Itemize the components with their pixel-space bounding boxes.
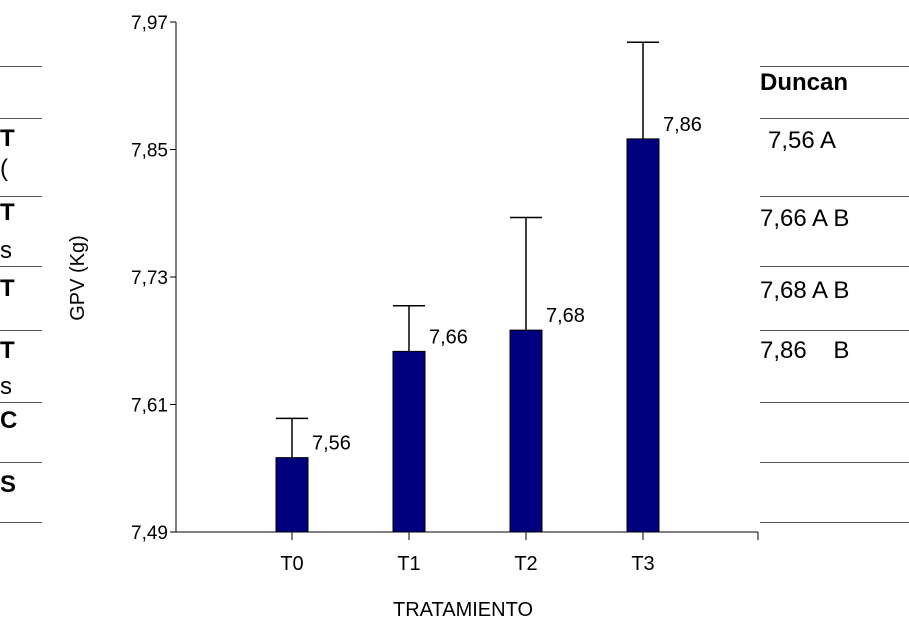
table-left-fragment: T (0, 275, 15, 302)
bars: 7,56 7,66 7,68 7,86 (275, 41, 702, 533)
table-rule (760, 196, 909, 197)
table-cell-duncan: 7,68 A B (760, 277, 850, 304)
table-left-fragment: C (0, 407, 18, 434)
y-tick-label: 7,73 (131, 268, 168, 289)
bar-t0 (275, 457, 309, 533)
table-rule (0, 66, 42, 67)
table-left-fragment: T (0, 337, 15, 364)
table-rule (0, 266, 42, 267)
table-left-fragment: T (0, 125, 15, 152)
table-left-fragment: T (0, 199, 15, 226)
y-tick-label: 7,49 (131, 523, 168, 544)
table-rule (0, 462, 42, 463)
y-axis-label: GPV (Kg) (67, 235, 89, 321)
y-tick-label: 7,61 (131, 396, 168, 417)
data-label: 7,56 (312, 433, 351, 455)
bar-t1 (392, 350, 426, 533)
x-axis-ticks: T0 T1 T2 T3 (280, 532, 759, 575)
table-left-fragment: s (0, 237, 12, 264)
x-tick-label: T3 (631, 553, 654, 575)
table-rule (760, 266, 909, 267)
table-left-fragment: S (0, 471, 17, 498)
table-rule (760, 522, 909, 523)
table-left-fragment: s (0, 373, 12, 400)
table-rule (0, 330, 42, 331)
data-label: 7,66 (429, 326, 468, 348)
table-cell-duncan: 7,86 B (760, 337, 850, 364)
bar-t2 (509, 329, 543, 533)
table-rule (0, 402, 42, 403)
data-label: 7,86 (663, 114, 702, 136)
y-tick-label: 7,97 (131, 13, 168, 34)
table-header-duncan: Duncan (760, 69, 849, 96)
table-rule (0, 196, 42, 197)
x-tick-label: T1 (397, 553, 420, 575)
table-rule (0, 522, 42, 523)
table-rule (760, 462, 909, 463)
table-rule (760, 118, 909, 119)
x-tick-label: T0 (280, 553, 303, 575)
table-rule (760, 402, 909, 403)
y-tick-label: 7,85 (131, 141, 168, 162)
data-label: 7,68 (546, 305, 585, 327)
table-left-fragment: ( (0, 155, 8, 182)
x-tick-label: T2 (514, 553, 537, 575)
y-axis-ticks: 7,49 7,61 7,73 7,85 7,97 (131, 13, 176, 544)
bar-t3 (626, 138, 660, 533)
table-rule (0, 118, 42, 119)
table-cell-duncan: 7,56 A (768, 127, 837, 154)
table-rule (760, 330, 909, 331)
table-rule (760, 66, 909, 67)
x-axis-label: TRATAMIENTO (393, 599, 533, 620)
table-cell-duncan: 7,66 A B (760, 205, 850, 232)
